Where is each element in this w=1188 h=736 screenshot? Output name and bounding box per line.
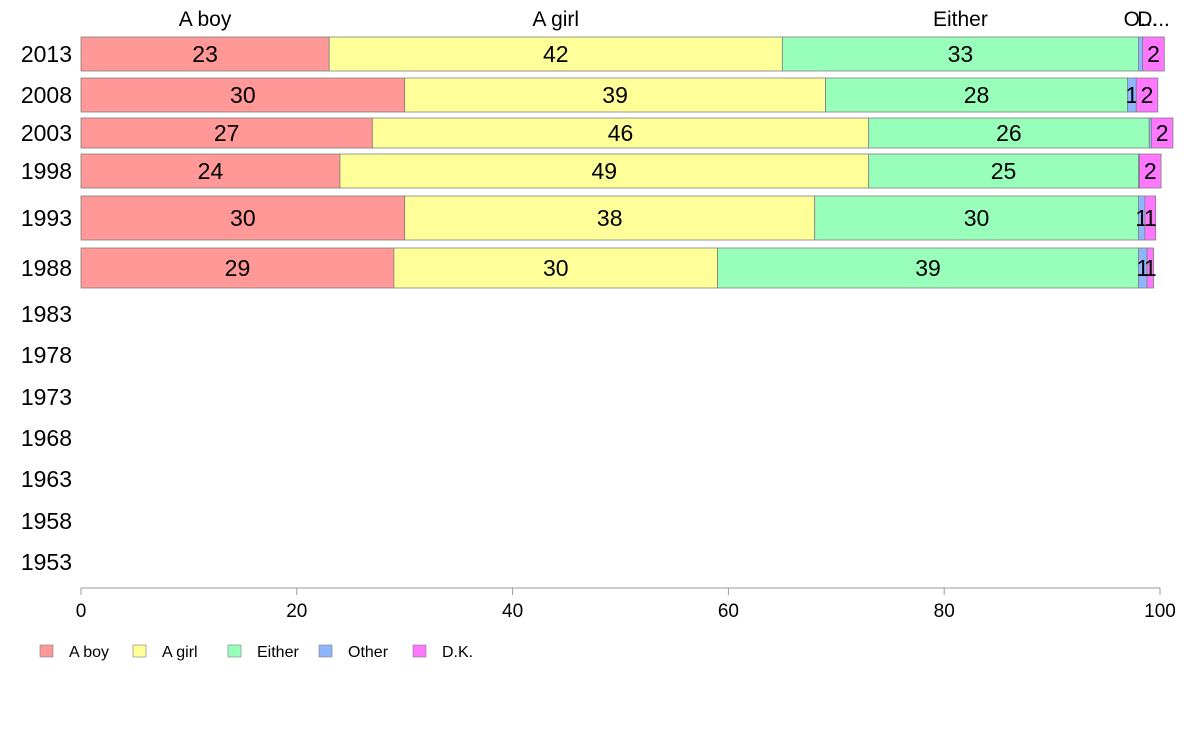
bar-segment-2013-3 [1138,36,1144,72]
series-header-2: Either [933,8,988,31]
bar-label-2003-2: 26 [996,120,1022,146]
bar-label-2003-1: 46 [608,120,634,146]
bar-label-1993-2: 30 [964,205,990,231]
bar-label-2008-2: 28 [964,82,990,108]
year-label-2008: 2008 [21,82,72,108]
bar-label-1993-4: 1 [1144,205,1157,231]
year-label-1988: 1988 [21,255,72,281]
x-tick-label-60: 60 [718,601,739,622]
bar-label-1998-4: 2 [1144,158,1157,184]
year-label-1998: 1998 [21,158,72,184]
bar-segment-1988-2 [717,247,1139,289]
year-label-1958: 1958 [21,508,72,534]
bar-segment-2003-2 [868,117,1150,149]
bar-label-2008-3: 1 [1126,82,1139,108]
x-tick-label-100: 100 [1144,601,1176,622]
bar-label-1988-0: 29 [225,255,251,281]
legend-label-1: A girl [162,644,198,661]
series-header-1: A girl [532,8,579,31]
legend-swatch-3 [318,644,333,658]
legend-swatch-2 [227,644,242,658]
bar-label-2013-1: 42 [543,41,569,67]
bar-segment-1998-4 [1139,153,1162,189]
year-label-1963: 1963 [21,466,72,492]
bar-label-1988-4: 1 [1144,255,1157,281]
bar-segment-1993-1 [404,195,816,241]
legend-label-3: Other [348,644,389,661]
bar-segment-2013-1 [328,36,783,72]
bar-segment-2008-4 [1135,77,1159,113]
bar-segment-1993-2 [814,195,1139,241]
bar-label-1998-1: 49 [592,158,618,184]
bar-segment-1993-4 [1144,195,1157,241]
bar-segment-2003-0 [80,117,373,149]
bar-label-2013-4: 2 [1147,41,1160,67]
legend-label-4: D.K. [442,644,473,661]
x-tick-label-80: 80 [934,601,955,622]
bar-label-1998-2: 25 [991,158,1017,184]
bar-label-1988-2: 39 [915,255,941,281]
category-headers: A boy A girl Either O...D... [179,8,1170,31]
bar-segment-1998-2 [868,153,1139,189]
bar-label-1988-1: 30 [543,255,569,281]
year-label-1968: 1968 [21,425,72,451]
bar-segment-2008-0 [80,77,406,113]
year-label-1973: 1973 [21,384,72,410]
x-tick-label-0: 0 [76,601,87,622]
bar-segment-2008-2 [825,77,1129,113]
series-header-0: A boy [179,8,232,31]
bar-segment-2008-1 [404,77,826,113]
year-label-1978: 1978 [21,342,72,368]
bar-segment-1998-1 [339,153,870,189]
bar-label-1988-3: 1 [1136,255,1149,281]
bar-segment-1988-1 [393,247,719,289]
series-header-4: D... [1137,8,1170,31]
bar-label-2013-0: 23 [192,41,218,67]
bar-label-1993-0: 30 [230,205,256,231]
legend: A boy A girl Either Other D.K. [39,644,473,661]
legend-label-0: A boy [69,644,109,661]
bar-label-1993-1: 38 [597,205,623,231]
bar-segment-2013-4 [1142,36,1165,72]
bar-segment-1988-0 [80,247,395,289]
year-label-1983: 1983 [21,301,72,327]
year-label-1953: 1953 [21,549,72,575]
bar-segment-2003-4 [1150,117,1174,149]
bar-label-2003-0: 27 [214,120,240,146]
year-label-2003: 2003 [21,120,72,146]
x-axis: 0 20 40 60 80 100 [76,587,1176,622]
x-tick-label-20: 20 [286,601,307,622]
bar-label-2013-2: 33 [948,41,974,67]
bar-label-2008-4: 2 [1141,82,1154,108]
year-label-1993: 1993 [21,205,72,231]
legend-label-2: Either [257,644,299,661]
series-header-3: O... [1124,8,1158,31]
legend-swatch-1 [132,644,147,658]
bar-label-2003-4: 2 [1156,120,1169,146]
bar-segment-1998-0 [80,153,341,189]
bar-segment-1988-4 [1146,247,1154,289]
bar-label-2008-1: 39 [602,82,628,108]
bar-label-1998-0: 24 [198,158,224,184]
legend-swatch-0 [39,644,54,658]
bar-segment-1993-0 [80,195,406,241]
year-label-2013: 2013 [21,41,72,67]
x-tick-label-40: 40 [502,601,523,622]
year-labels: 2013 2008 2003 1998 1993 1988 1983 1978 1973 1968… [21,41,72,575]
bar-label-2008-0: 30 [230,82,256,108]
legend-swatch-4 [412,644,427,658]
